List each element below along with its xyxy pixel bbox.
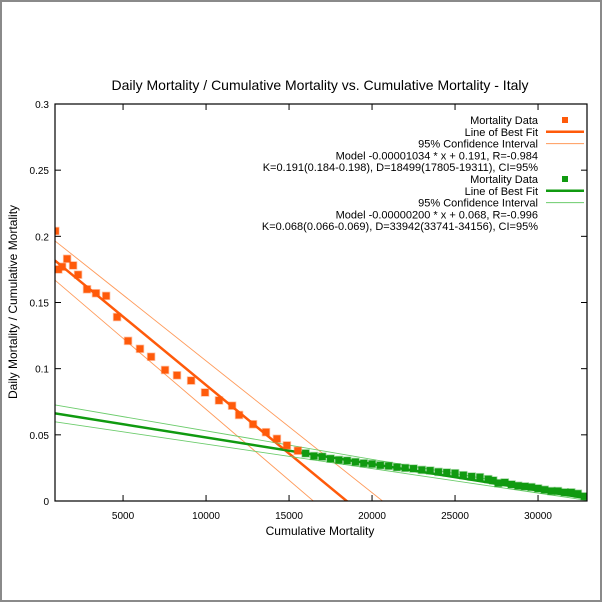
- y-tick-label: 0.1: [35, 365, 49, 376]
- y-axis-title: Daily Mortality / Cumulative Mortality: [6, 205, 20, 399]
- data-point: [82, 285, 92, 294]
- y-tick-label: 0.25: [30, 166, 50, 177]
- legend-label: 95% Confidence Interval: [418, 139, 538, 151]
- legend-label: Line of Best Fit: [465, 186, 538, 198]
- data-point: [459, 470, 468, 480]
- y-tick-label: 0.05: [30, 431, 50, 442]
- data-point: [227, 401, 237, 410]
- best-fit-line: [55, 259, 349, 501]
- legend-label: Model -0.00000200 * x + 0.068, R=-0.996: [336, 209, 538, 221]
- data-point: [417, 465, 427, 475]
- data-point: [309, 451, 319, 461]
- x-tick-label: 25000: [441, 511, 469, 522]
- data-point: [392, 463, 402, 472]
- data-point: [248, 419, 258, 429]
- data-point: [186, 376, 196, 385]
- data-point: [172, 371, 182, 380]
- legend-label: 95% Confidence Interval: [418, 198, 538, 210]
- legend-point-marker: [562, 117, 568, 123]
- data-point: [123, 336, 133, 346]
- confidence-lower-line: [55, 421, 587, 501]
- data-point: [376, 461, 385, 470]
- data-point: [261, 427, 271, 437]
- data-point: [467, 472, 476, 481]
- data-point: [146, 352, 156, 362]
- chart-title: Daily Mortality / Cumulative Mortality v…: [112, 77, 529, 93]
- data-point: [317, 452, 327, 461]
- data-point: [301, 449, 310, 458]
- data-point: [200, 388, 210, 397]
- data-point: [112, 312, 122, 322]
- data-point: [434, 467, 443, 477]
- data-point: [334, 455, 344, 465]
- data-point: [359, 459, 368, 468]
- data-point: [101, 291, 111, 301]
- x-tick-label: 20000: [358, 511, 386, 522]
- data-point: [450, 468, 460, 478]
- data-point: [425, 466, 435, 475]
- data-point: [293, 446, 303, 455]
- y-tick-label: 0.3: [35, 100, 49, 111]
- legend-label: Line of Best Fit: [465, 127, 538, 139]
- data-point: [214, 396, 224, 405]
- data-point: [272, 434, 282, 444]
- x-axis-title: Cumulative Mortality: [266, 524, 375, 538]
- data-point: [68, 261, 78, 270]
- data-point: [475, 472, 485, 482]
- data-point: [135, 344, 145, 354]
- data-point: [351, 457, 360, 467]
- data-point: [57, 262, 67, 272]
- data-point: [409, 464, 418, 473]
- data-point: [342, 456, 352, 465]
- data-point: [282, 441, 292, 450]
- x-tick-label: 10000: [192, 511, 220, 522]
- confidence-lower-line: [55, 279, 315, 501]
- data-point: [62, 254, 72, 264]
- data-point: [400, 463, 410, 473]
- x-tick-label: 5000: [112, 511, 135, 522]
- data-point: [384, 461, 393, 471]
- data-point: [234, 410, 244, 420]
- data-point: [442, 468, 451, 477]
- legend-label: K=0.068(0.066-0.069), D=33942(33741-3415…: [262, 221, 538, 233]
- y-tick-label: 0.15: [30, 299, 50, 310]
- x-tick-label: 30000: [524, 511, 552, 522]
- legend-label: Mortality Data: [470, 115, 539, 127]
- legend-label: Model -0.00001034 * x + 0.191, R=-0.984: [336, 150, 538, 162]
- legend-label: K=0.191(0.184-0.198), D=18499(17805-1931…: [263, 162, 539, 174]
- data-point: [91, 288, 101, 298]
- confidence-upper-line: [55, 240, 384, 501]
- data-point: [580, 492, 587, 501]
- data-point: [73, 270, 83, 279]
- data-point: [326, 454, 335, 463]
- y-tick-label: 0.2: [35, 232, 49, 243]
- data-point: [367, 459, 377, 469]
- legend-point-marker: [562, 176, 568, 182]
- x-tick-label: 15000: [275, 511, 303, 522]
- y-tick-label: 0: [43, 497, 49, 508]
- data-point: [160, 365, 170, 375]
- legend-label: Mortality Data: [470, 174, 539, 186]
